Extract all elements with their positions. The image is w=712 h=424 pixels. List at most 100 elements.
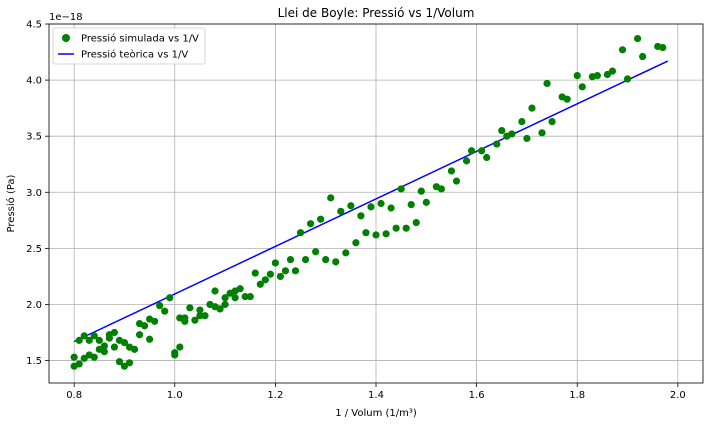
data-point (367, 203, 375, 211)
data-point (508, 130, 516, 138)
y-tick-label: 4.0 (26, 76, 42, 87)
data-point (498, 126, 506, 135)
data-point (452, 177, 461, 185)
data-point (95, 336, 103, 344)
data-point (125, 359, 134, 367)
data-point (337, 207, 345, 215)
data-point (251, 269, 259, 277)
y-axis-scale-label: 1e−18 (49, 12, 83, 23)
data-point (307, 220, 315, 228)
data-point (271, 259, 279, 267)
data-point (462, 157, 471, 165)
data-point (211, 287, 219, 295)
data-point (312, 248, 320, 256)
data-point (261, 276, 269, 284)
data-point (357, 212, 365, 220)
data-point (422, 198, 430, 206)
data-point (478, 147, 486, 155)
x-tick-label: 1.2 (267, 390, 283, 401)
data-point (523, 134, 531, 143)
data-point (322, 255, 330, 264)
data-point (146, 335, 154, 343)
data-point (80, 332, 88, 340)
data-point (221, 294, 229, 302)
x-tick-label: 1.6 (469, 390, 485, 401)
data-point (548, 118, 556, 126)
data-point (447, 167, 456, 175)
x-tick-label: 1.0 (167, 390, 183, 401)
grid-lines (49, 23, 703, 383)
data-point (437, 185, 445, 193)
data-point (392, 224, 400, 232)
y-axis-label: Pressió (Pa) (5, 174, 17, 232)
data-point (70, 353, 78, 361)
data-point (191, 316, 199, 324)
data-point (639, 52, 647, 61)
data-point (377, 199, 385, 208)
data-point (397, 185, 405, 193)
y-tick-label: 4.5 (26, 20, 42, 31)
data-point (135, 331, 144, 339)
data-point (90, 332, 98, 340)
data-point (659, 43, 667, 52)
data-point (528, 104, 536, 112)
data-point (291, 267, 300, 275)
data-point (387, 204, 395, 212)
data-point (347, 202, 355, 210)
data-point (196, 306, 204, 314)
x-tick-label: 1.4 (368, 390, 384, 401)
data-point (618, 46, 627, 54)
data-point (151, 317, 159, 325)
data-point (518, 118, 526, 126)
data-point (246, 293, 254, 301)
data-point (593, 72, 601, 80)
data-point (161, 307, 169, 315)
x-axis-ticks: 0.8 1.0 1.2 1.4 1.6 1.8 2.0 (66, 383, 686, 401)
data-point (402, 224, 410, 232)
y-tick-label: 3.5 (26, 132, 42, 143)
data-point (301, 255, 310, 264)
data-point (317, 215, 325, 223)
data-point (578, 83, 586, 91)
data-point (372, 231, 380, 239)
legend-label-simulated: Pressió simulada vs 1/V (81, 33, 199, 45)
data-point (130, 345, 139, 353)
legend-marker-simulated (62, 34, 70, 42)
data-point (75, 360, 83, 368)
data-point (327, 194, 335, 202)
data-point (120, 339, 129, 347)
data-point (166, 294, 174, 302)
data-point (467, 147, 476, 155)
legend: Pressió simulada vs 1/V Pressió teòrica … (52, 27, 206, 65)
data-point (110, 328, 118, 337)
legend-label-theoretical: Pressió teòrica vs 1/V (81, 49, 188, 61)
x-tick-label: 1.8 (569, 390, 585, 401)
chart-title: Llei de Boyle: Pressió vs 1/Volum (278, 6, 475, 20)
data-point (342, 249, 350, 257)
y-tick-label: 3.0 (26, 188, 42, 199)
data-point (543, 79, 551, 88)
data-point (608, 67, 617, 75)
x-tick-label: 0.8 (66, 390, 82, 401)
y-axis-ticks: 1.5 2.0 2.5 3.0 3.5 4.0 4.5 (26, 20, 49, 367)
data-point (412, 218, 420, 227)
data-point (382, 230, 390, 238)
data-point (623, 75, 632, 83)
x-axis-label: 1 / Volum (1/m³) (335, 408, 417, 419)
data-point (276, 272, 285, 281)
data-point (196, 312, 204, 320)
data-point (216, 305, 224, 313)
data-point (362, 229, 370, 237)
data-point (266, 270, 274, 278)
data-point (85, 336, 93, 344)
data-point (332, 258, 340, 266)
data-point (563, 95, 571, 103)
y-tick-label: 2.0 (26, 300, 42, 311)
data-point (286, 255, 295, 264)
data-point (100, 347, 108, 356)
data-point (417, 187, 425, 195)
data-point (176, 343, 184, 351)
data-point (90, 353, 98, 361)
simulated-points-series (70, 34, 667, 370)
